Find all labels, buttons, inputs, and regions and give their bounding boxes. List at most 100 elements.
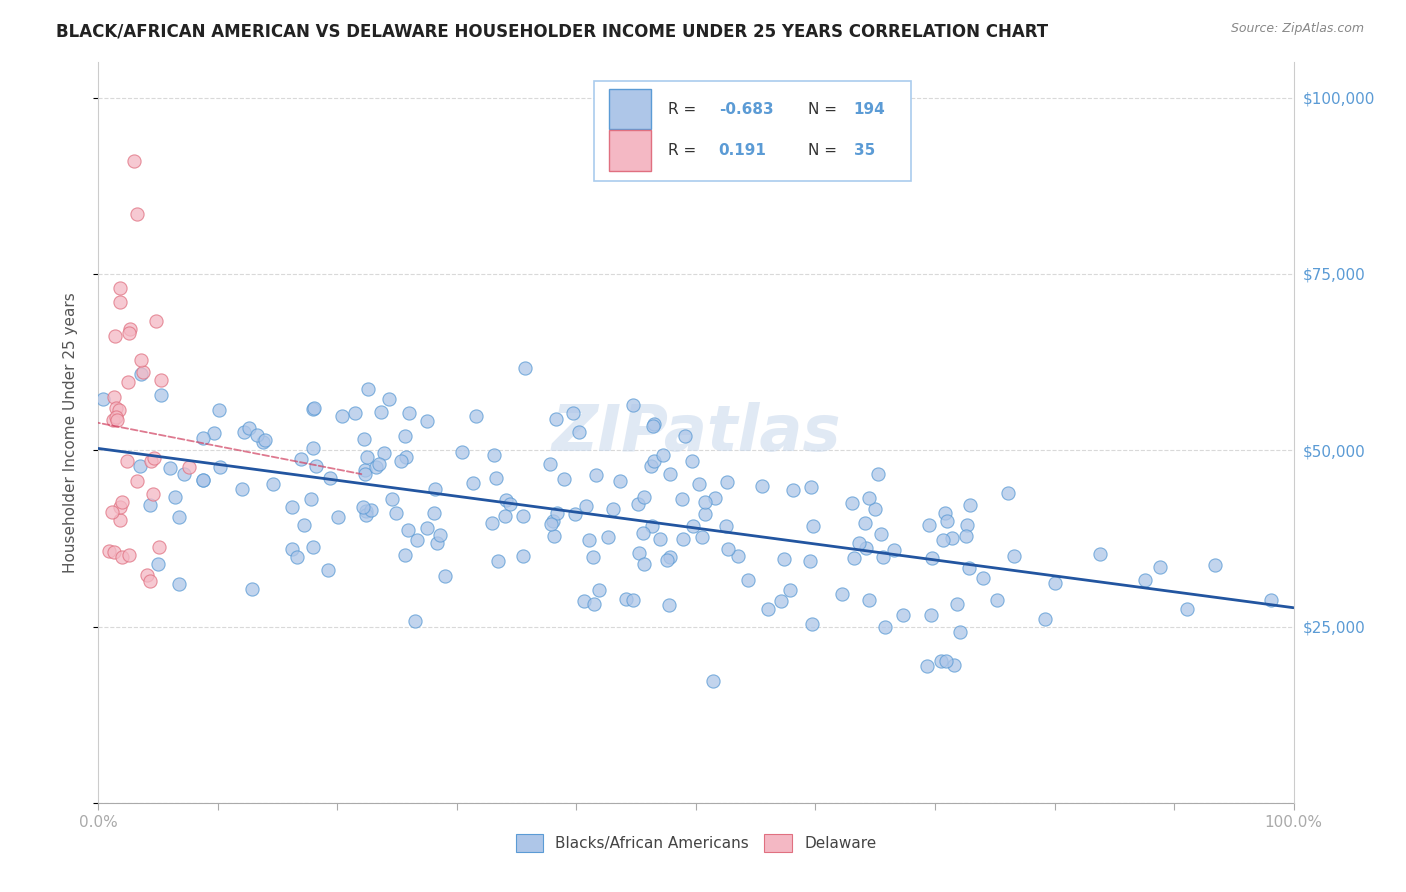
Point — [193, 432, 215, 446]
Point — [756, 602, 779, 616]
Point — [917, 658, 939, 673]
Point — [716, 475, 738, 489]
Point — [631, 526, 654, 541]
Point — [354, 504, 377, 518]
Point — [159, 461, 181, 475]
Point — [702, 673, 724, 688]
Point — [564, 507, 586, 521]
Point — [146, 557, 169, 571]
Point — [848, 536, 870, 550]
Point — [921, 551, 943, 566]
Point — [111, 495, 134, 509]
Point — [370, 405, 392, 419]
Point — [1204, 558, 1226, 572]
Point — [127, 207, 149, 221]
Point — [98, 544, 121, 558]
Point — [136, 567, 159, 582]
Text: BLACK/AFRICAN AMERICAN VS DELAWARE HOUSEHOLDER INCOME UNDER 25 YEARS CORRELATION: BLACK/AFRICAN AMERICAN VS DELAWARE HOUSE… — [56, 22, 1049, 40]
Point — [252, 434, 274, 449]
Point — [643, 454, 665, 468]
Point — [641, 419, 664, 434]
Point — [495, 493, 517, 508]
Point — [949, 624, 972, 639]
Text: R =: R = — [668, 102, 697, 117]
Point — [659, 467, 682, 481]
Point — [319, 471, 342, 485]
Point — [305, 458, 328, 473]
Point — [1033, 612, 1056, 626]
Point — [280, 541, 302, 556]
Point — [238, 421, 260, 435]
Point — [658, 549, 681, 564]
Point — [139, 498, 162, 512]
Point — [956, 518, 979, 533]
Point — [515, 360, 537, 375]
Point — [1175, 601, 1198, 615]
Text: 35: 35 — [853, 143, 875, 158]
Point — [575, 499, 598, 513]
Point — [108, 295, 131, 310]
Point — [671, 532, 693, 546]
Point — [870, 527, 893, 541]
Point — [614, 591, 637, 606]
Point — [779, 582, 801, 597]
Point — [394, 428, 416, 442]
Text: N =: N = — [808, 143, 838, 158]
Point — [643, 417, 665, 431]
Point — [602, 502, 624, 516]
Point — [367, 457, 389, 471]
Point — [1043, 576, 1066, 591]
Point — [423, 506, 446, 520]
Point — [398, 406, 420, 420]
Point — [389, 454, 412, 468]
Point — [770, 594, 793, 608]
Point — [360, 503, 382, 517]
Point — [129, 353, 152, 368]
Point — [935, 514, 957, 528]
Point — [920, 608, 942, 623]
Point — [396, 524, 419, 538]
Point — [302, 441, 325, 455]
Point — [883, 543, 905, 558]
Point — [167, 576, 190, 591]
Point — [627, 546, 650, 560]
Point — [429, 528, 451, 542]
Point — [115, 454, 138, 468]
Point — [640, 519, 662, 533]
Point — [381, 491, 404, 506]
Point — [946, 597, 969, 611]
Point — [512, 508, 534, 523]
Point — [562, 406, 585, 420]
Point — [959, 498, 981, 512]
Point — [858, 592, 880, 607]
Point — [800, 616, 823, 631]
Point — [233, 425, 256, 440]
Point — [737, 573, 759, 587]
Point — [173, 467, 195, 481]
Point — [118, 326, 141, 340]
Y-axis label: Householder Income Under 25 years: Householder Income Under 25 years — [63, 293, 77, 573]
Point — [627, 497, 650, 511]
Point — [104, 329, 127, 343]
Point — [139, 453, 162, 467]
FancyBboxPatch shape — [609, 88, 651, 129]
Point — [117, 548, 139, 562]
Text: 0.191: 0.191 — [718, 143, 766, 158]
Point — [578, 533, 600, 547]
Point — [499, 497, 522, 511]
Point — [103, 413, 125, 427]
Point — [596, 529, 619, 543]
Point — [609, 475, 631, 489]
Text: 194: 194 — [853, 102, 886, 117]
Point — [648, 532, 671, 546]
Point — [1149, 559, 1171, 574]
Point — [302, 401, 325, 415]
Point — [142, 487, 165, 501]
Point — [103, 390, 125, 404]
Point — [494, 508, 516, 523]
Point — [285, 549, 308, 564]
Point — [139, 574, 162, 588]
Point — [416, 414, 439, 428]
Point — [105, 413, 128, 427]
Point — [652, 449, 675, 463]
